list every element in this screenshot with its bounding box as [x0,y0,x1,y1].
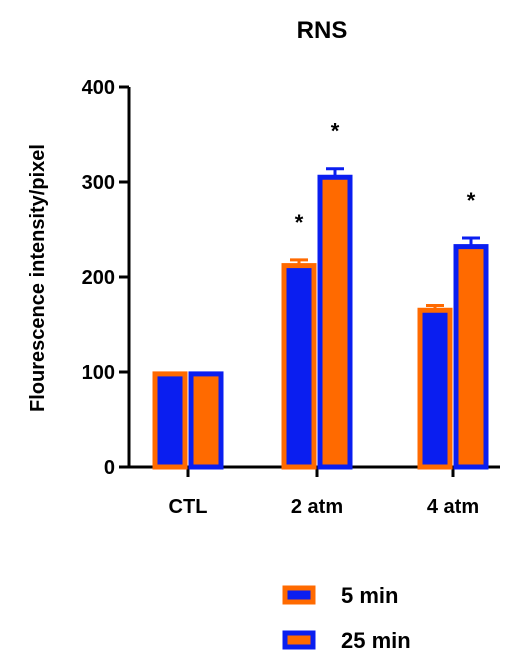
bar-25min-2 [453,244,489,470]
bar-25min-0 [188,371,224,470]
y-tick-label-3: 300 [82,172,115,194]
y-axis-label: Flourescence intensity/pixel [27,144,49,412]
bar-5min-0 [152,371,188,470]
chart-title: RNS [297,17,348,44]
y-tick-label-2: 200 [82,267,115,289]
bar-5min-1 [281,263,317,470]
bars: * * * [152,119,489,470]
significance-marker-1-2: * [467,188,476,213]
bar-25min-1 [317,174,353,470]
y-tick-label-4: 400 [82,77,115,99]
legend-label-0: 5 min [341,583,398,608]
legend-swatch-1 [282,630,316,650]
significance-marker-0-1: * [295,210,304,235]
x-tick-label-1: 2 atm [291,496,343,518]
legend-label-1: 25 min [341,628,411,653]
legend-swatch-0 [282,585,316,605]
x-tick-label-0: CTL [169,496,208,518]
x-tick-label-2: 4 atm [427,496,479,518]
y-tick-label-0: 0 [104,457,115,479]
y-tick-label-1: 100 [82,362,115,384]
significance-marker-1-1: * [331,119,340,144]
legend: 5 min 25 min [282,583,411,653]
bar-5min-2 [417,307,453,470]
